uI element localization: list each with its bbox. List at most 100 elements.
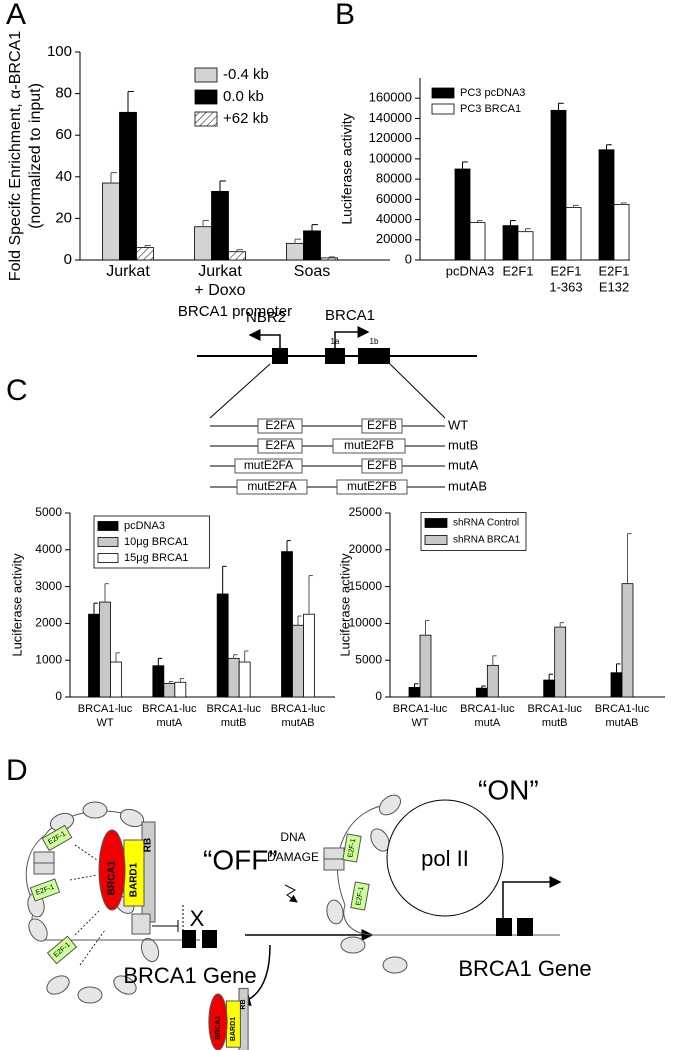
bar [152,665,165,698]
x-tick-label: E2F1 [598,263,629,278]
y-tick-label: 80000 [376,171,412,186]
x-tick-label: mutB [221,717,247,729]
bar [469,222,486,261]
y-tick-label: 100000 [369,150,412,165]
site-box [234,458,303,474]
x-tick-label: BRCA1-luc [142,703,197,715]
x-tick-label: BRCA1-luc [595,703,650,715]
bar [543,679,556,698]
exon-label: 1b [370,337,379,346]
x-axis-label: BRCA1 promoter [178,303,292,320]
e2f1-box [41,824,73,852]
construct-label: mutA [448,457,479,472]
bar [419,634,432,698]
gene-label: BRCA1 Gene [458,956,591,981]
error-bar [621,202,627,205]
error-bar [525,228,531,232]
site-box [257,418,303,434]
bar [227,657,240,698]
error-bar [115,652,120,663]
error-bar [311,224,318,231]
bar [99,601,111,698]
gene-box [182,930,196,948]
nucleosome [82,801,108,819]
legend-swatch [424,535,448,545]
bar [408,687,421,698]
error-bar [244,650,249,663]
error-bar [179,678,185,683]
bar [303,613,315,698]
y-tick-label: 160000 [369,90,412,105]
x-tick-label: mutB [542,717,568,729]
rb-tail [131,913,151,935]
bar [454,168,471,261]
bar [110,661,122,698]
y-tick-label: 4000 [35,542,62,556]
error-bar [559,622,565,628]
interaction-arrow [69,874,98,881]
gene-box [517,918,533,936]
bar [281,551,293,698]
x-tick-label: mutA [474,717,500,729]
y-tick-label: 5000 [355,652,382,666]
bar [565,207,582,261]
x-tick-label: BRCA1-luc [206,703,261,715]
y-axis-label: Luciferase activity [9,553,24,657]
y-tick-label: 25000 [349,505,383,519]
legend-label: 15μg BRCA1 [124,552,188,564]
bar [174,681,187,698]
x-tick-label: Jurkat [198,263,242,280]
zoom-line [209,363,271,419]
error-bar [233,654,238,659]
error-bar [606,144,612,150]
legend-swatch [194,89,218,105]
panel-label: B [335,0,355,31]
legend-swatch [97,553,119,563]
y-tick-label: 15000 [349,579,383,593]
x-tick-label: BRCA1-luc [393,703,448,715]
y-axis-label: Fold Specifc Enrichment, α-BRCA1 [7,31,24,281]
site-label: mutE2FB [344,438,394,452]
x-tick-label: mutA [156,717,182,729]
nucleosome [46,975,70,995]
site-box [257,438,303,454]
protein-label: BRCA1 [107,860,118,895]
trigger-label: DNA [280,830,305,844]
nucleosome [370,828,390,852]
y-tick-label: 5000 [35,505,62,519]
protein-label: BARD1 [129,862,140,897]
bar [598,149,615,261]
tss-arrow [502,876,562,918]
exon [358,348,390,364]
error-bar [328,256,335,258]
y-tick-label: 80 [55,85,72,102]
bar [550,109,567,261]
bar [102,182,120,261]
bar [610,672,623,698]
error-bar [616,663,621,673]
error-bar [168,681,174,684]
bar [502,225,519,261]
bar [88,613,100,698]
bar [320,257,338,261]
legend-label: -0.4 kb [223,66,269,83]
trigger-label: DAMAGE [267,850,319,864]
e2f1-box [350,881,370,911]
y-tick-label: 0 [405,251,412,266]
gene-label: NBR2 [246,309,286,326]
dna [337,804,560,936]
nucleosome [378,794,402,816]
state-label: “OFF” [203,844,278,875]
bar [163,682,176,698]
x-tick-label: E2F1 [550,263,581,278]
error-bar [477,220,483,223]
error-bar [144,244,151,248]
protein-label: RB [143,838,154,852]
tss-arrow [248,329,281,348]
error-bar [627,533,632,584]
y-tick-label: 120000 [369,130,412,145]
legend-label: PC3 BRCA1 [460,103,521,115]
site-label: mutE2FB [347,479,397,493]
legend-swatch [194,111,218,127]
